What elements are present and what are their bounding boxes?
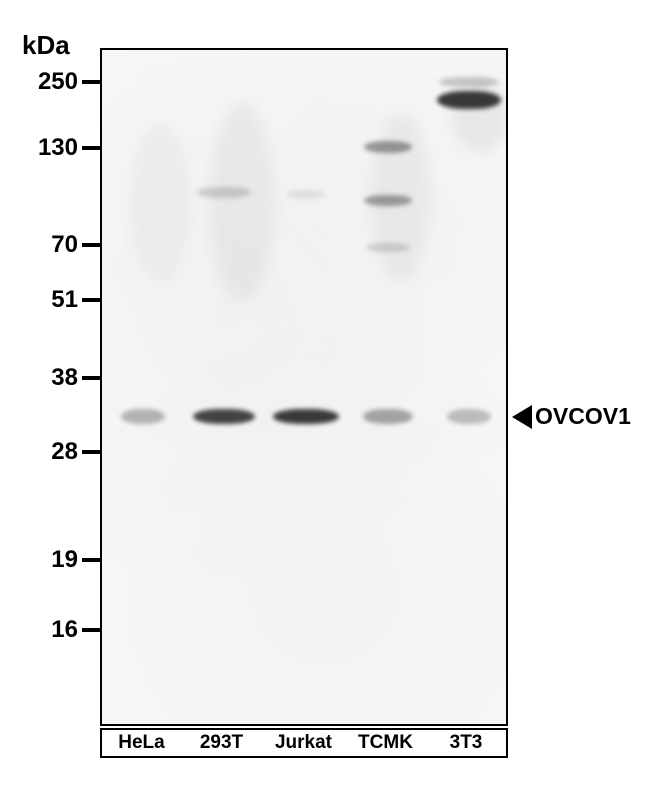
mw-marker-label: 16 (51, 616, 78, 644)
lane-label: 293T (181, 728, 262, 758)
background-smudge (130, 122, 190, 282)
mw-marker-label: 28 (51, 438, 78, 466)
lane-label: TCMK (345, 728, 426, 758)
target-protein-label: OVCOV1 (535, 403, 631, 430)
protein-band (193, 409, 255, 424)
nonspecific-band (197, 187, 251, 198)
nonspecific-band (366, 243, 410, 252)
mw-marker-tick (82, 243, 100, 247)
mw-marker-label: 19 (51, 546, 78, 574)
background-smudge (210, 102, 274, 302)
blot-membrane (100, 48, 508, 726)
units-label: kDa (22, 30, 70, 61)
mw-marker-tick (82, 146, 100, 150)
mw-marker-tick (82, 558, 100, 562)
mw-marker-tick (82, 450, 100, 454)
mw-marker-label: 250 (38, 68, 78, 96)
nonspecific-band (286, 190, 326, 199)
lane-label: 3T3 (426, 728, 508, 758)
lane-label-row: HeLa293TJurkatTCMK3T3 (100, 728, 508, 758)
mw-marker-tick (82, 628, 100, 632)
mw-marker-tick (82, 80, 100, 84)
protein-band (363, 409, 413, 424)
target-arrow: OVCOV1 (512, 403, 631, 430)
nonspecific-band (439, 77, 499, 87)
lane-label: HeLa (100, 728, 181, 758)
mw-marker-tick (82, 376, 100, 380)
protein-band (273, 409, 339, 424)
mw-marker-label: 51 (51, 286, 78, 314)
nonspecific-band (364, 195, 412, 206)
arrow-head-icon (512, 405, 532, 429)
lane-label: Jurkat (262, 728, 345, 758)
nonspecific-band (364, 141, 412, 153)
protein-band (447, 409, 491, 424)
mw-marker-label: 70 (51, 231, 78, 259)
mw-marker-label: 38 (51, 364, 78, 392)
blot-figure: kDa OVCOV1 HeLa293TJurkatTCMK3T3 250 130 7… (0, 0, 650, 796)
protein-band (121, 409, 165, 424)
nonspecific-band (437, 91, 501, 109)
mw-marker-tick (82, 298, 100, 302)
mw-marker-label: 130 (38, 134, 78, 162)
